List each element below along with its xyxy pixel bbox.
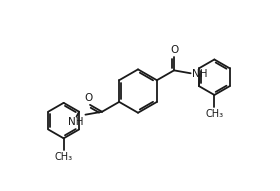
Text: NH: NH (68, 117, 83, 127)
Text: O: O (170, 45, 178, 55)
Text: CH₃: CH₃ (205, 109, 223, 119)
Text: CH₃: CH₃ (55, 152, 73, 162)
Text: NH: NH (192, 69, 207, 79)
Text: O: O (84, 93, 92, 103)
